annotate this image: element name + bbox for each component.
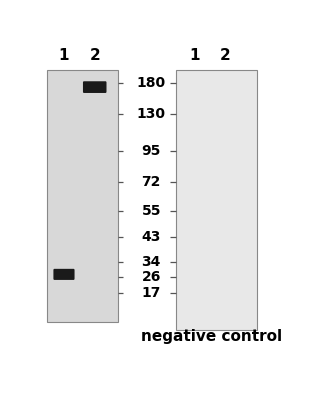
Text: negative control: negative control	[141, 329, 282, 344]
FancyBboxPatch shape	[83, 81, 107, 93]
Text: 130: 130	[137, 107, 166, 121]
Text: 2: 2	[219, 48, 230, 63]
Text: 180: 180	[137, 76, 166, 90]
Text: 17: 17	[141, 286, 161, 300]
Text: 1: 1	[190, 48, 200, 63]
Text: 34: 34	[141, 255, 161, 269]
Text: 26: 26	[141, 270, 161, 284]
Text: 2: 2	[90, 48, 100, 63]
FancyBboxPatch shape	[53, 269, 74, 280]
Text: 43: 43	[141, 230, 161, 244]
Text: 55: 55	[141, 204, 161, 218]
Text: 1: 1	[59, 48, 69, 63]
Text: 95: 95	[141, 144, 161, 158]
Bar	[176, 70, 257, 330]
Text: 72: 72	[141, 175, 161, 189]
Bar	[47, 70, 118, 322]
